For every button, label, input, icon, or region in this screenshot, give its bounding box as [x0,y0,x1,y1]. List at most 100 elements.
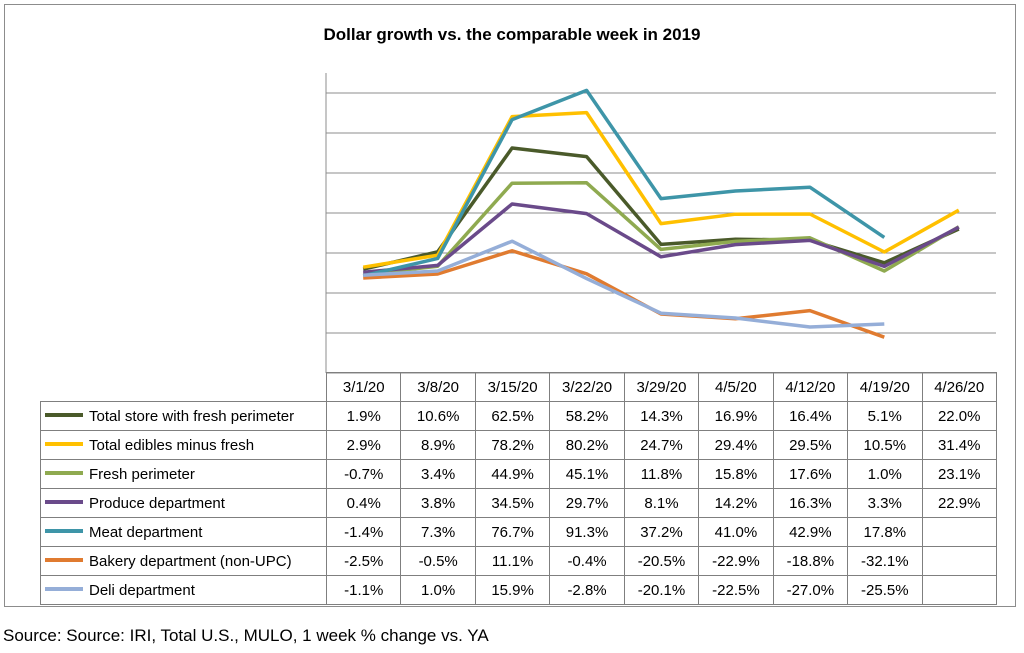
data-label [921,546,997,576]
data-label: 11.1% [474,546,551,576]
data-label: 1.9% [325,401,402,431]
table-row: Total edibles minus fresh 2.9% 8.9% 78.2% 80… [40,430,997,460]
data-label: 91.3% [549,517,625,547]
legend-key [45,470,83,475]
series-line-6 [363,239,885,329]
legend-label: Bakery department (non-UPC) [89,552,292,570]
data-label: 37.2% [623,517,700,547]
data-label: -1.1% [325,575,402,605]
legend-label: Meat department [89,523,203,541]
legend-entry: Total store with fresh perimeter [40,401,327,431]
data-label: 78.2% [474,430,551,460]
legend-entry: Fresh perimeter [40,459,327,489]
data-label: 16.3% [772,488,849,518]
data-label: 10.5% [847,430,923,460]
table-row: Deli department -1.1% 1.0% 15.9% -2.8% -20.1%… [40,575,997,605]
data-label: 8.1% [623,488,700,518]
data-label: 41.0% [698,517,774,547]
data-label: -0.5% [400,546,476,576]
data-label: 3.4% [400,459,476,489]
data-label: -2.5% [325,546,402,576]
legend-label: Fresh perimeter [89,465,195,483]
series-line-5 [363,249,885,339]
table-corner [40,372,327,402]
data-label: 23.1% [921,459,997,489]
data-label: 1.0% [400,575,476,605]
data-label: 14.2% [698,488,774,518]
x-tick-label: 3/22/20 [549,372,625,402]
data-label: 62.5% [474,401,551,431]
legend-label: Produce department [89,494,225,512]
table-row: Meat department -1.4% 7.3% 76.7% 91.3% 37.2% 4… [40,517,997,547]
data-label: 5.1% [847,401,923,431]
legend-entry: Bakery department (non-UPC) [40,546,327,576]
data-label: 1.0% [847,459,923,489]
data-label: 10.6% [400,401,476,431]
data-label: -27.0% [772,575,849,605]
legend-label: Total store with fresh perimeter [89,407,295,425]
series-line-2 [363,181,960,277]
data-label: -2.8% [549,575,625,605]
data-label: 15.9% [474,575,551,605]
series-line-4 [362,88,886,278]
data-label: -20.1% [623,575,700,605]
data-label: -25.5% [847,575,923,605]
data-label: 16.9% [698,401,774,431]
legend-entry: Deli department [40,575,327,605]
data-label: -0.7% [325,459,402,489]
table-row: Fresh perimeter -0.7% 3.4% 44.9% 45.1% 11.8% 1… [40,459,997,489]
data-label: 3.8% [400,488,476,518]
data-label: 7.3% [400,517,476,547]
data-label [921,575,997,605]
data-label: 24.7% [623,430,700,460]
series-line-3 [363,202,960,274]
data-label: -22.5% [698,575,774,605]
legend-entry: Meat department [40,517,327,547]
legend-key [45,499,83,504]
data-label: 29.5% [772,430,849,460]
chart-title: Dollar growth vs. the comparable week in… [323,25,701,44]
data-label: -32.1% [847,546,923,576]
data-label: 3.3% [847,488,923,518]
x-tick-label: 3/29/20 [623,372,700,402]
legend-entry: Produce department [40,488,327,518]
series-line-0 [362,146,960,271]
data-label: 31.4% [921,430,997,460]
data-table: 3/1/20 3/8/20 3/15/20 3/22/20 3/29/20 4/5/20 4… [40,372,997,605]
data-label: 16.4% [772,401,849,431]
data-label [921,517,997,547]
data-label: -22.9% [698,546,774,576]
table-header-row: 3/1/20 3/8/20 3/15/20 3/22/20 3/29/20 4/5/20 4… [40,372,997,402]
legend-label: Total edibles minus fresh [89,436,255,454]
x-tick-label: 3/15/20 [474,372,551,402]
x-tick-label: 4/12/20 [772,372,849,402]
x-tick-label: 4/26/20 [921,372,997,402]
x-tick-label: 4/5/20 [698,372,774,402]
data-label: 22.9% [921,488,997,518]
data-label: 44.9% [474,459,551,489]
table-row: Bakery department (non-UPC) -2.5% -0.5% 11.… [40,546,997,576]
data-label: 29.4% [698,430,774,460]
data-label: 2.9% [325,430,402,460]
legend-key [45,528,83,533]
table-row: Produce department 0.4% 3.8% 34.5% 29.7% 8.1%… [40,488,997,518]
x-tick-label: 3/1/20 [325,372,402,402]
data-label: 15.8% [698,459,774,489]
data-label: -20.5% [623,546,700,576]
data-label: -0.4% [549,546,625,576]
legend-key [45,412,83,417]
data-label: 76.7% [474,517,551,547]
x-tick-label: 4/19/20 [847,372,923,402]
legend-label: Deli department [89,581,195,599]
data-label: 45.1% [549,459,625,489]
data-label: -18.8% [772,546,849,576]
data-label: 11.8% [623,459,700,489]
data-label: 58.2% [549,401,625,431]
data-label: 0.4% [325,488,402,518]
data-label: -1.4% [325,517,402,547]
legend-key [45,586,83,591]
x-tick-label: 3/8/20 [400,372,476,402]
data-label: 17.8% [847,517,923,547]
data-label: 80.2% [549,430,625,460]
